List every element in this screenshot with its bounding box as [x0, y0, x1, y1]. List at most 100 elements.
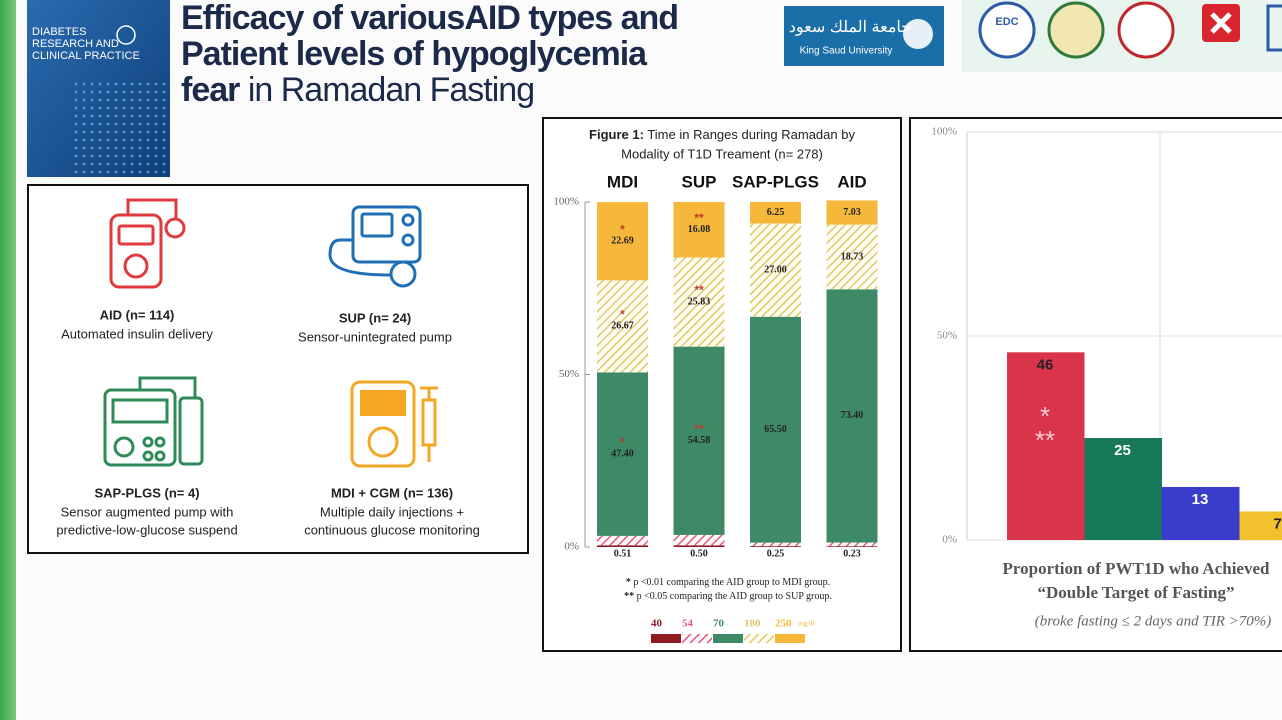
university-english: King Saud University [800, 46, 893, 57]
cover-pattern [70, 80, 170, 177]
legend-swatch [713, 634, 743, 643]
y-tick-label: 50% [937, 330, 957, 342]
legend-swatch [744, 634, 774, 643]
bar-segment [826, 546, 878, 547]
device-name: MDI + CGM (n= 136) [331, 485, 453, 500]
mdi-cgm-icon [350, 380, 438, 468]
bar-segment [673, 257, 725, 347]
value-label: 73.40 [841, 410, 864, 421]
category-label: SUP [682, 172, 717, 191]
legend-swatch [775, 634, 805, 643]
legend-label: 180 [744, 618, 761, 630]
value-label: 16.08 [688, 224, 711, 235]
category-label: SAP-PLGS [732, 172, 819, 191]
bar-segment [750, 223, 801, 317]
sup-icon [328, 205, 422, 288]
university-emblem [903, 19, 933, 49]
cover-circle [116, 25, 136, 45]
bar-segment [826, 200, 878, 225]
y-tick-label: 50% [559, 368, 579, 380]
university-arabic: جامعة الملك سعود [789, 19, 911, 36]
footnote: ** p <0.05 comparing the AID group to SU… [624, 591, 832, 602]
value-label: 47.40 [611, 448, 634, 459]
bar-segment [673, 202, 725, 258]
footnote-text: p <0.01 comparing the AID group to MDI g… [633, 577, 830, 588]
device-description: Automated insulin delivery [61, 326, 213, 341]
chart-title: Modality of T1D Treament (n= 278) [621, 146, 823, 161]
title-bold: fear [181, 71, 240, 109]
bar-segment [826, 289, 878, 543]
device-description: Sensor-unintegrated pump [298, 329, 452, 344]
bar-segment [750, 542, 801, 547]
footnote-text: p <0.05 comparing the AID group to SUP g… [637, 591, 832, 602]
bar-segment [597, 545, 648, 547]
title-rest: in Ramadan Fasting [248, 71, 534, 109]
bar-segment [826, 542, 878, 547]
title-line: fear in Ramadan Fasting [181, 71, 534, 109]
sap-plgs-icon [103, 376, 204, 467]
bar-segment [826, 224, 878, 290]
value-label: 0.51 [614, 548, 632, 559]
device-description: Sensor augmented pump with [61, 504, 234, 519]
device-name: SUP (n= 24) [339, 310, 411, 325]
device-description: Multiple daily injections + [320, 504, 464, 519]
category-label: MDI [607, 172, 638, 191]
caption: Proportion of PWT1D who Achieved [1003, 559, 1271, 578]
value-label: 46 [1037, 356, 1054, 373]
bar-segment [673, 346, 725, 535]
bar-segment [597, 280, 648, 373]
y-tick-label: 100% [931, 126, 957, 138]
title-line: Patient levels of hypoglycemia [181, 35, 648, 73]
chart-title-label: Figure 1: [589, 127, 644, 142]
bar-segment [673, 545, 725, 547]
side-strip [0, 0, 16, 720]
significance-marker: * [620, 222, 625, 236]
bar-segment [750, 202, 801, 224]
value-label: 0.50 [690, 548, 708, 559]
title-line: Efficacy of variousAID types and [181, 0, 678, 37]
significance-marker: ** [1035, 425, 1055, 455]
significance-marker: * [1040, 401, 1050, 431]
value-label: 0.23 [843, 548, 861, 559]
value-label: 13 [1192, 491, 1209, 508]
value-label: 7.03 [843, 207, 861, 218]
aid-icon [109, 198, 186, 289]
legend-label: 70 [713, 618, 725, 630]
value-label: 27.00 [764, 264, 787, 275]
logo [1266, 4, 1282, 52]
footnote-mark: * [626, 577, 631, 588]
legend-label: 54 [682, 618, 694, 630]
bar-segment [750, 546, 801, 547]
significance-marker: * [620, 308, 625, 322]
edc-text: EDC [995, 16, 1018, 28]
value-label: 25.83 [688, 296, 711, 307]
chart-title-text: Time in Ranges during Ramadan by [647, 127, 855, 142]
bar-segment [750, 316, 801, 543]
value-label: 26.67 [611, 321, 634, 332]
cover-text: CLINICAL PRACTICE [32, 50, 140, 62]
edc-logo [978, 1, 1036, 59]
bar [1084, 438, 1162, 540]
bar [1239, 511, 1282, 540]
bar-segment [597, 535, 648, 546]
device-name: SAP-PLGS (n= 4) [94, 485, 199, 500]
device-description: predictive-low-glucose suspend [56, 522, 237, 537]
value-label: 0.25 [767, 548, 785, 559]
logo [1117, 1, 1175, 59]
value-label: 22.69 [611, 236, 634, 247]
bar [1162, 486, 1240, 540]
value-label: 7 [1273, 515, 1281, 532]
cover-text: RESEARCH AND [32, 38, 119, 50]
chart-title: Figure 1: Time in Ranges during Ramadan … [589, 127, 855, 142]
logo-mark [1210, 12, 1232, 34]
y-tick-label: 0% [564, 541, 579, 553]
legend-label: 250 [775, 618, 792, 630]
device-name: AID (n= 114) [100, 307, 175, 322]
bar-segment [597, 202, 648, 281]
caption: “Double Target of Fasting” [1038, 583, 1235, 602]
device-description: continuous glucose monitoring [304, 522, 480, 537]
legend-swatch [651, 634, 681, 643]
value-label: 25 [1114, 442, 1131, 459]
significance-marker: ** [694, 422, 704, 436]
